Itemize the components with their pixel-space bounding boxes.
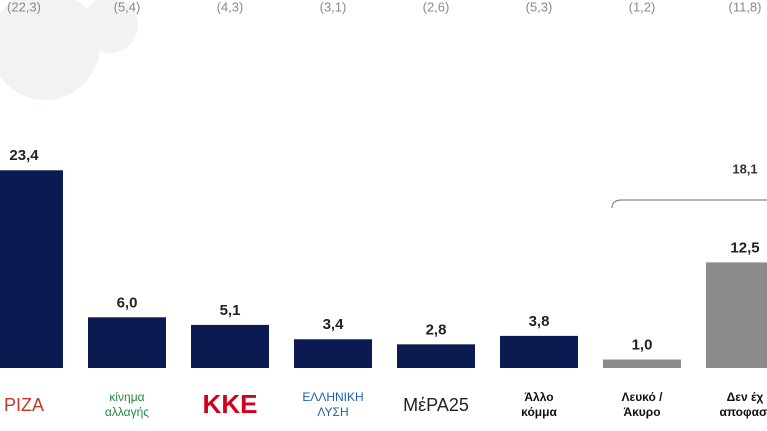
background-decoration <box>0 0 138 100</box>
value-label: 5,1 <box>220 302 241 319</box>
bar <box>397 344 475 368</box>
category-label: ΚΚΕ <box>203 389 258 419</box>
value-label: 12,5 <box>730 239 759 256</box>
previous-label: (4,3) <box>217 0 244 14</box>
previous-label: (1,2) <box>629 0 656 14</box>
bar <box>603 359 681 368</box>
previous-label: (5,3) <box>526 0 553 14</box>
previous-label: (11,8) <box>729 0 762 14</box>
value-label: 3,4 <box>323 316 345 333</box>
bar <box>88 317 166 368</box>
value-label: 23,4 <box>9 147 39 164</box>
bracket-label: 18,1 <box>732 161 757 176</box>
category-label: ΡΙΖΑ <box>4 395 44 415</box>
bar <box>500 335 578 368</box>
category-label: Λευκό / <box>622 390 664 404</box>
bracket <box>611 199 767 209</box>
category-label: αλλαγής <box>105 405 149 419</box>
bar <box>294 339 372 368</box>
category-label: κίνημα <box>109 390 144 404</box>
bar <box>191 324 269 368</box>
previous-label: (3,1) <box>320 0 347 14</box>
previous-label: (2,6) <box>423 0 450 14</box>
previous-label: (22,3) <box>7 0 41 14</box>
category-label: ΜέΡΑ25 <box>403 395 469 415</box>
bar <box>0 170 63 368</box>
previous-label: (5,4) <box>114 0 141 14</box>
category-label: ΛΥΣΗ <box>317 405 348 419</box>
value-label: 1,0 <box>632 337 653 354</box>
category-label: αποφασί <box>719 405 767 419</box>
category-label: ΕΛΛΗΝΙΚΗ <box>302 390 363 404</box>
bar <box>706 262 767 368</box>
value-label: 6,0 <box>117 294 138 311</box>
value-label: 3,8 <box>529 313 550 330</box>
value-label: 2,8 <box>426 321 447 338</box>
category-label: Δεν έχ <box>727 390 764 404</box>
category-label: Άκυρο <box>623 405 660 419</box>
category-label: κόμμα <box>521 405 557 419</box>
category-label: Άλλο <box>524 390 553 404</box>
